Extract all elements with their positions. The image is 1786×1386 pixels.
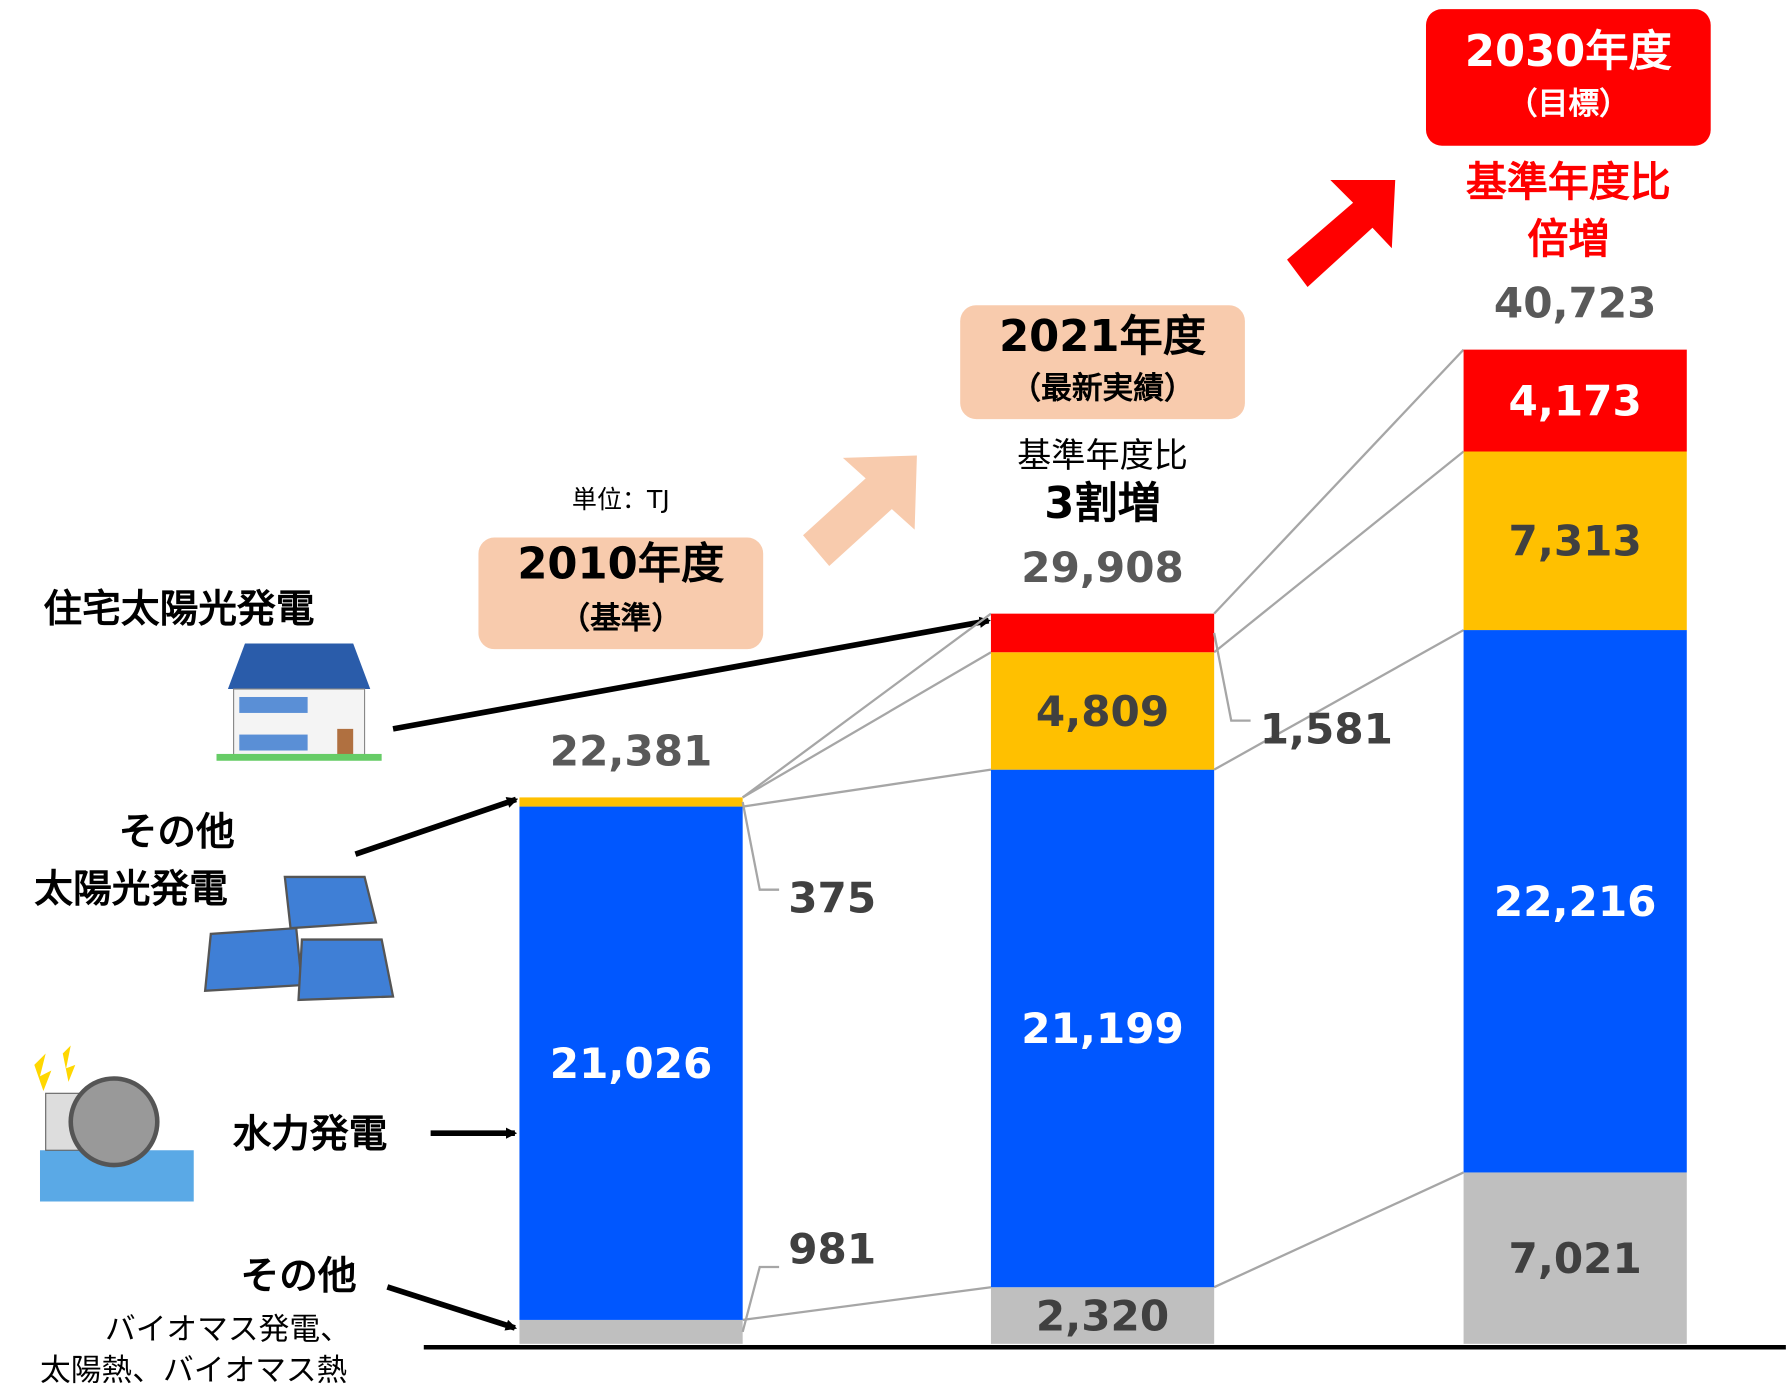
data-label: 7,021 (1509, 1234, 1642, 1283)
legend-label: その他 (119, 810, 235, 855)
legend-label: 住宅太陽光発電 (43, 587, 314, 632)
bar-segment (519, 797, 742, 806)
bar-segment (991, 614, 1214, 653)
leader-line (743, 1267, 779, 1332)
data-label: 22,216 (1494, 877, 1657, 926)
data-label: 21,199 (1021, 1004, 1184, 1053)
connector-line (1214, 1172, 1463, 1287)
category-label: 2010年度 (517, 540, 725, 590)
data-label: 981 (788, 1225, 876, 1274)
legend-label: 太陽光発電 (34, 867, 228, 912)
annotation: 基準年度比 (1466, 158, 1671, 206)
total-label: 40,723 (1494, 279, 1657, 328)
data-label: 7,313 (1509, 517, 1642, 566)
legend-note: 太陽熱、バイオマス熱 (40, 1352, 347, 1386)
data-label: 4,809 (1036, 687, 1169, 736)
total-label: 29,908 (1021, 543, 1184, 592)
growth-arrow (803, 456, 917, 566)
category-label: 2030年度 (1465, 27, 1673, 77)
leader-line (1214, 633, 1250, 721)
legend-label: 水力発電 (232, 1112, 387, 1157)
category-note: （最新実績） (1010, 371, 1194, 407)
total-label: 22,381 (550, 727, 713, 776)
annotation: 3割増 (1044, 479, 1161, 529)
bar-segment (519, 1320, 742, 1344)
annotation: 倍増 (1527, 215, 1609, 263)
annotation: 基準年度比 (1017, 436, 1188, 476)
solar-panel-icon (205, 877, 393, 1000)
connector-line (743, 1287, 991, 1320)
category-note: （基準） (559, 601, 682, 637)
chart: 2010年度 （基準） 2021年度 （最新実績） 2030年度 （目標） 単位… (0, 0, 1786, 1386)
category-label: 2021年度 (999, 312, 1207, 362)
legend-note: バイオマス発電、 (105, 1311, 351, 1347)
growth-arrow (1287, 180, 1395, 287)
water-wheel-icon (34, 1045, 193, 1201)
unit-label: 単位：TJ (572, 485, 670, 514)
arrow (387, 1287, 515, 1328)
data-label: 1,581 (1260, 704, 1393, 753)
data-label: 2,320 (1036, 1291, 1169, 1340)
data-label: 21,026 (550, 1039, 713, 1088)
legend-label: その他 (240, 1254, 356, 1299)
category-note: （目標） (1507, 86, 1630, 122)
data-label: 375 (788, 873, 876, 922)
arrow (355, 799, 516, 854)
data-label: 4,173 (1509, 376, 1642, 425)
leader-line (743, 802, 779, 890)
house-icon (217, 643, 382, 760)
